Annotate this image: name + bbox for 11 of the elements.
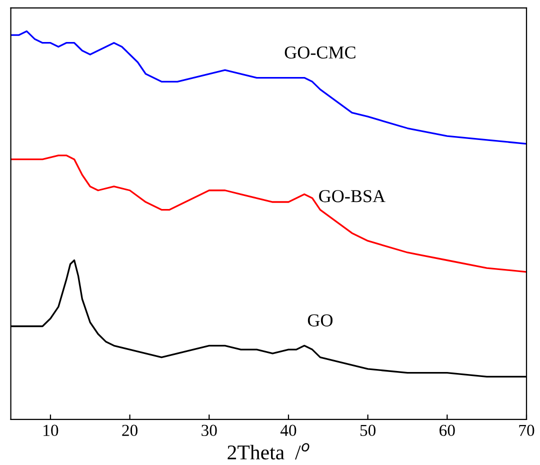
series-label: GO-BSA — [319, 190, 386, 202]
series-label: GO-CMC — [284, 46, 356, 59]
x-tick-label: 70 — [519, 424, 534, 436]
series-label: GO — [308, 314, 333, 326]
x-tick-label: 50 — [360, 424, 376, 436]
x-tick-label: 40 — [280, 424, 296, 436]
x-axis-title: 2Theta /$^{o}$ — [228, 443, 310, 460]
x-tick-label: 30 — [202, 424, 217, 436]
x-tick-label: 60 — [440, 424, 455, 436]
x-tick-label: 10 — [44, 424, 58, 436]
x-tick-label: 20 — [122, 424, 138, 436]
